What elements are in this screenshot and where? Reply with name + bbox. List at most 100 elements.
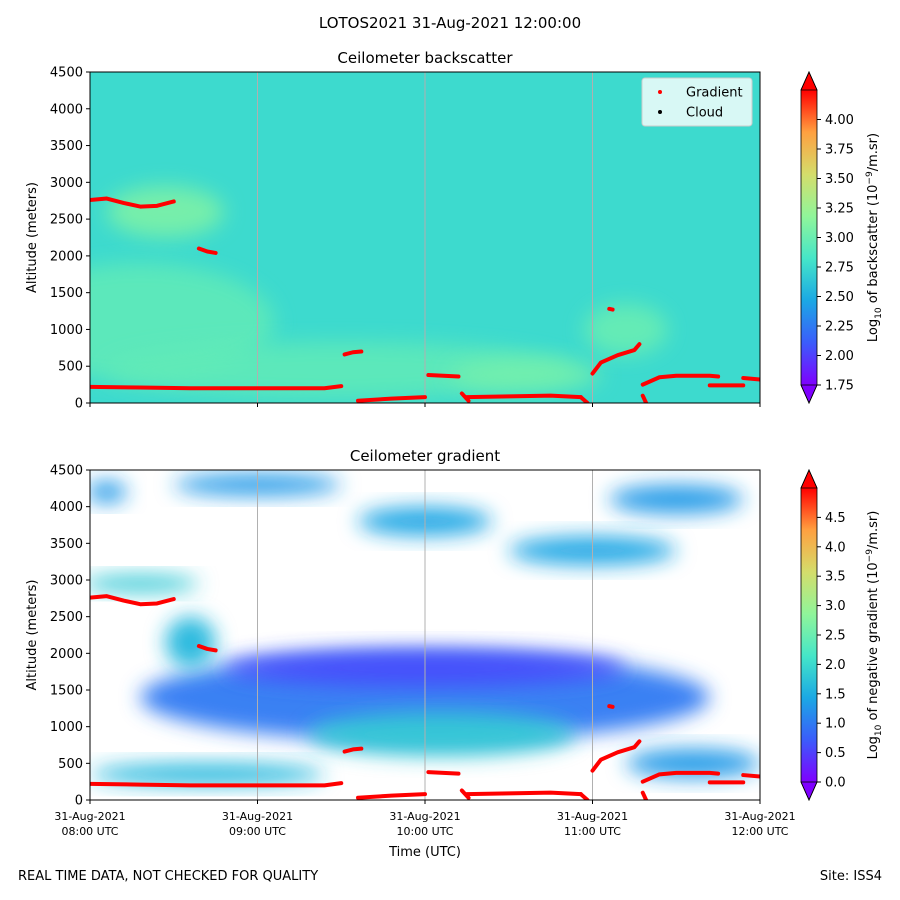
gradient-series [741,375,760,382]
x-tick-label: 08:00 UTC [61,825,118,838]
y-tick-label: 3500 [50,537,83,552]
legend-marker [658,90,662,94]
gradient-series [590,342,642,376]
field-region [609,484,744,514]
y-tick-label: 1000 [50,720,83,735]
legend-label: Gradient [686,86,743,101]
colorbar-extend-max [800,71,818,91]
y-tick-label: 2000 [50,249,83,264]
y-tick-label: 2000 [50,647,83,662]
x-tick-label: 10:00 UTC [396,825,453,838]
chart-title: Ceilometer gradient [350,447,500,465]
gradient-series [640,790,649,800]
colorbar-extend-min [800,384,818,404]
colorbar-tick-label: 3.75 [825,143,854,158]
gradient-series [90,781,344,788]
field-region [626,748,760,778]
colorbar-tick-label: 0.5 [825,746,846,761]
field-region [90,481,127,503]
colorbar-tick-label: 4.5 [825,511,846,526]
gradient-series [90,196,176,209]
gradient-series [607,704,615,709]
quality-disclaimer: REAL TIME DATA, NOT CHECKED FOR QUALITY [18,869,319,884]
gradient-series [607,306,615,312]
chart-title: Ceilometer backscatter [337,49,513,67]
colorbar-label: Log10 of backscatter (10−9/m.sr) [865,133,884,342]
colorbar-tick-label: 2.0 [825,658,846,673]
y-tick-label: 3000 [50,574,83,589]
field-region [307,712,576,756]
panel-gradient: Ceilometer gradient 0 500 1000 1500 2000 2500 3… [25,447,884,860]
panel-backscatter: Ceilometer backscatter 0 500 1000 1500 2000 25… [25,49,884,412]
y-tick-label: 1500 [50,684,83,699]
field-region [90,574,199,593]
y-tick-label: 1500 [50,286,83,301]
y-tick-label: 4000 [50,500,83,515]
colorbar-extend-max [800,469,818,489]
legend-label: Cloud [686,106,723,121]
field-region [450,358,601,392]
colorbar-tick-label: 2.25 [825,320,854,335]
colorbar-tick-label: 3.0 [825,599,846,614]
gradient-series [464,393,583,400]
colorbar-tick-label: 4.00 [825,113,854,128]
gradient-series [342,746,364,754]
colorbar-tick-label: 3.5 [825,570,846,585]
colorbar-label: Log10 of negative gradient (10−9/m.sr) [865,511,884,760]
x-tick-label: 31-Aug-2021 [557,810,628,823]
x-tick-label: 12:00 UTC [731,825,788,838]
colorbar-tick-label: 1.0 [825,717,846,732]
colorbar-tick-label: 3.25 [825,202,854,217]
colorbar-tick-label: 3.00 [825,231,854,246]
x-tick-label: 09:00 UTC [229,825,286,838]
colorbar-extend-min [800,781,818,801]
gradient-series [640,373,721,387]
y-tick-label: 3000 [50,176,83,191]
x-tick-label: 31-Aug-2021 [389,810,460,823]
legend: Gradient Cloud [641,77,753,127]
colorbar-tick-label: 2.5 [825,629,846,644]
figure-title: LOTOS2021 31-Aug-2021 12:00:00 [318,14,582,32]
colorbar: 0.0 0.5 1.0 1.5 2.0 2.5 3.0 3.5 4.0 4.5 Log10 of n… [800,469,884,801]
gradient-series [356,792,427,800]
gradient-series [578,792,590,800]
y-tick-label: 4500 [50,66,83,81]
colorbar-scale [801,488,817,782]
gradient-series [578,395,590,403]
y-tick-label: 500 [58,360,83,375]
gradient-series [90,384,344,391]
colorbar-tick-label: 3.50 [825,172,854,187]
x-tick-label: 11:00 UTC [564,825,621,838]
field-region [90,763,325,786]
colorbar-tick-label: 4.0 [825,540,846,555]
y-tick-label: 4500 [50,464,83,479]
legend-marker [658,110,662,114]
colorbar-tick-label: 0.0 [825,776,846,791]
gradient-series [464,790,583,797]
colorbar-tick-label: 2.50 [825,290,854,305]
site-label: Site: ISS4 [819,869,882,884]
field-region [106,341,576,398]
gradient-series [426,770,461,776]
y-tick-label: 500 [58,757,83,772]
y-tick-label: 1000 [50,323,83,338]
y-tick-label: 2500 [50,610,83,625]
gradient-series [426,373,461,379]
colorbar: 1.75 2.00 2.25 2.50 2.75 3.00 3.25 3.50 3.75 4.00… [800,71,884,404]
x-axis-label: Time (UTC) [388,845,461,860]
gradient-series [590,739,642,773]
y-axis-label: Altitude (meters) [25,580,40,691]
x-tick-label: 31-Aug-2021 [724,810,795,823]
gradient-series [90,594,176,607]
gradient-series [640,770,721,784]
gradient-series [196,644,218,653]
gradient-series [640,393,649,403]
y-tick-label: 0 [75,397,83,412]
colorbar-scale [801,90,817,385]
gradient-series [196,246,218,255]
x-tick-label: 31-Aug-2021 [222,810,293,823]
colorbar-tick-label: 2.00 [825,349,854,364]
colorbar-tick-label: 1.5 [825,687,846,702]
y-tick-label: 2500 [50,213,83,228]
field-region [106,186,224,238]
